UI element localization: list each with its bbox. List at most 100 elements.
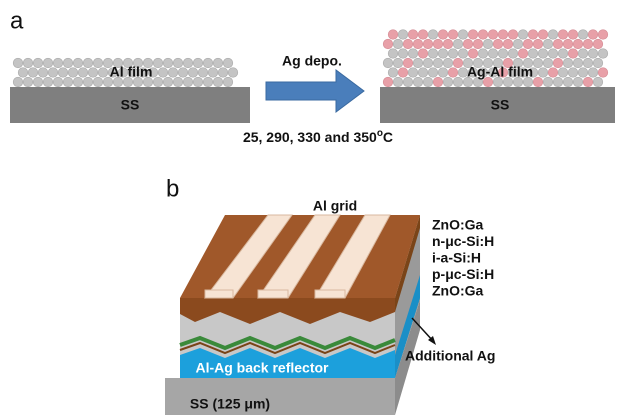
unit: C bbox=[383, 129, 393, 145]
particle bbox=[578, 68, 588, 78]
particle bbox=[198, 68, 208, 78]
film-label: Al film bbox=[110, 64, 153, 80]
particle bbox=[418, 49, 428, 59]
particle bbox=[53, 77, 63, 87]
particle bbox=[388, 30, 398, 40]
particle bbox=[578, 30, 588, 40]
particle bbox=[568, 49, 578, 59]
particle bbox=[63, 58, 73, 68]
particle bbox=[433, 58, 443, 68]
particle bbox=[433, 77, 443, 87]
figure: a Al film SS Ag depo. Ag-Al film SS 25, … bbox=[0, 0, 617, 415]
particle bbox=[573, 39, 583, 49]
particle bbox=[548, 68, 558, 78]
substrate-label: SS bbox=[491, 97, 510, 113]
particle bbox=[448, 49, 458, 59]
particle bbox=[393, 39, 403, 49]
particle bbox=[68, 68, 78, 78]
particle bbox=[563, 77, 573, 87]
layer-label: n-μc-Si:H bbox=[432, 233, 494, 249]
particle bbox=[158, 68, 168, 78]
grid-strip-front bbox=[315, 290, 345, 298]
layer-label: p-μc-Si:H bbox=[432, 266, 494, 282]
particle bbox=[493, 39, 503, 49]
particle bbox=[438, 49, 448, 59]
particle bbox=[93, 77, 103, 87]
particle bbox=[423, 58, 433, 68]
panel-label: b bbox=[166, 175, 179, 202]
particle bbox=[523, 39, 533, 49]
particle bbox=[423, 77, 433, 87]
reflector-label: Al-Ag back reflector bbox=[195, 360, 329, 376]
particle bbox=[578, 49, 588, 59]
particle bbox=[573, 58, 583, 68]
particle bbox=[543, 77, 553, 87]
particle bbox=[433, 39, 443, 49]
particle bbox=[593, 77, 603, 87]
particle bbox=[458, 30, 468, 40]
particle bbox=[428, 49, 438, 59]
particle bbox=[468, 49, 478, 59]
particle bbox=[33, 77, 43, 87]
particle bbox=[468, 30, 478, 40]
particle bbox=[403, 39, 413, 49]
particle bbox=[533, 39, 543, 49]
particle bbox=[228, 68, 238, 78]
particle bbox=[18, 68, 28, 78]
particle bbox=[413, 39, 423, 49]
particle bbox=[428, 68, 438, 78]
particle bbox=[193, 77, 203, 87]
particle bbox=[168, 68, 178, 78]
particle bbox=[548, 30, 558, 40]
particle bbox=[413, 77, 423, 87]
particle bbox=[553, 58, 563, 68]
grid-strip-front bbox=[258, 290, 288, 298]
particle bbox=[443, 58, 453, 68]
particle bbox=[408, 68, 418, 78]
particle bbox=[388, 49, 398, 59]
particle bbox=[403, 58, 413, 68]
particle bbox=[478, 30, 488, 40]
particle bbox=[63, 77, 73, 87]
particle bbox=[448, 68, 458, 78]
particle bbox=[508, 30, 518, 40]
particle bbox=[13, 77, 23, 87]
particle bbox=[43, 77, 53, 87]
particle bbox=[453, 58, 463, 68]
particle bbox=[463, 39, 473, 49]
particle bbox=[153, 77, 163, 87]
grid-label: Al grid bbox=[313, 198, 357, 214]
particle bbox=[453, 39, 463, 49]
particle bbox=[163, 77, 173, 87]
particle bbox=[558, 49, 568, 59]
particle bbox=[393, 77, 403, 87]
particle bbox=[563, 58, 573, 68]
particle bbox=[593, 39, 603, 49]
particle bbox=[73, 77, 83, 87]
particle bbox=[528, 49, 538, 59]
particle bbox=[588, 30, 598, 40]
particle bbox=[448, 30, 458, 40]
particle bbox=[213, 77, 223, 87]
particle bbox=[458, 49, 468, 59]
particle bbox=[538, 30, 548, 40]
particle bbox=[583, 77, 593, 87]
temperature-value: 25, 290, 330 and 350 bbox=[243, 129, 377, 145]
particle bbox=[423, 39, 433, 49]
particle bbox=[173, 58, 183, 68]
particle bbox=[33, 58, 43, 68]
particle bbox=[583, 39, 593, 49]
particle bbox=[23, 58, 33, 68]
particle bbox=[178, 68, 188, 78]
particle bbox=[588, 49, 598, 59]
particle bbox=[503, 39, 513, 49]
particle bbox=[398, 30, 408, 40]
particle bbox=[438, 30, 448, 40]
particle bbox=[88, 68, 98, 78]
substrate-label: SS bbox=[121, 97, 140, 113]
particle bbox=[48, 68, 58, 78]
arrow-label: Ag depo. bbox=[282, 53, 342, 69]
particle bbox=[443, 39, 453, 49]
particle bbox=[498, 49, 508, 59]
